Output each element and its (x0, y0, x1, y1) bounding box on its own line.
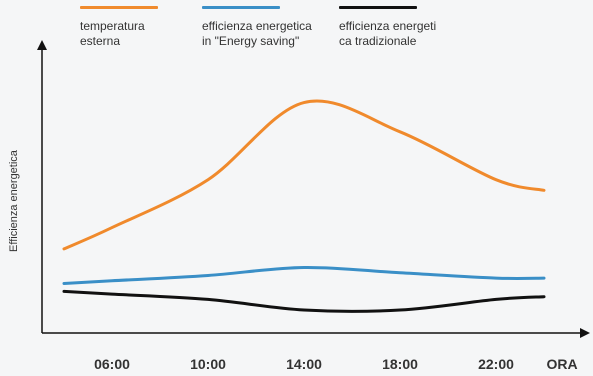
legend-label: efficienza energeti ca tradizionale (339, 19, 437, 48)
x-tick-label: 22:00 (478, 356, 514, 372)
x-tick-label: 06:00 (94, 356, 130, 372)
legend-label: temperatura esterna (80, 19, 145, 48)
legend-label: efficienza energetica in "Energy saving" (202, 19, 312, 48)
legend-swatch (339, 6, 417, 9)
legend-swatch (202, 6, 280, 9)
legend-item-0: temperatura esterna (80, 6, 158, 49)
x-axis-label: ORA (546, 356, 577, 372)
legend-item-2: efficienza energeti ca tradizionale (339, 6, 436, 49)
y-axis-label: Efficienza energetica (8, 150, 20, 252)
legend-swatch (80, 6, 158, 9)
series-line-2 (62, 289, 546, 313)
series-line-0 (62, 99, 546, 251)
x-axis-arrow (580, 328, 590, 338)
y-axis-arrow (37, 40, 47, 50)
x-tick-label: 14:00 (286, 356, 322, 372)
x-tick-label: 10:00 (190, 356, 226, 372)
series-line-1 (62, 265, 546, 285)
legend-item-1: efficienza energetica in "Energy saving" (202, 6, 312, 49)
x-tick-label: 18:00 (382, 356, 418, 372)
